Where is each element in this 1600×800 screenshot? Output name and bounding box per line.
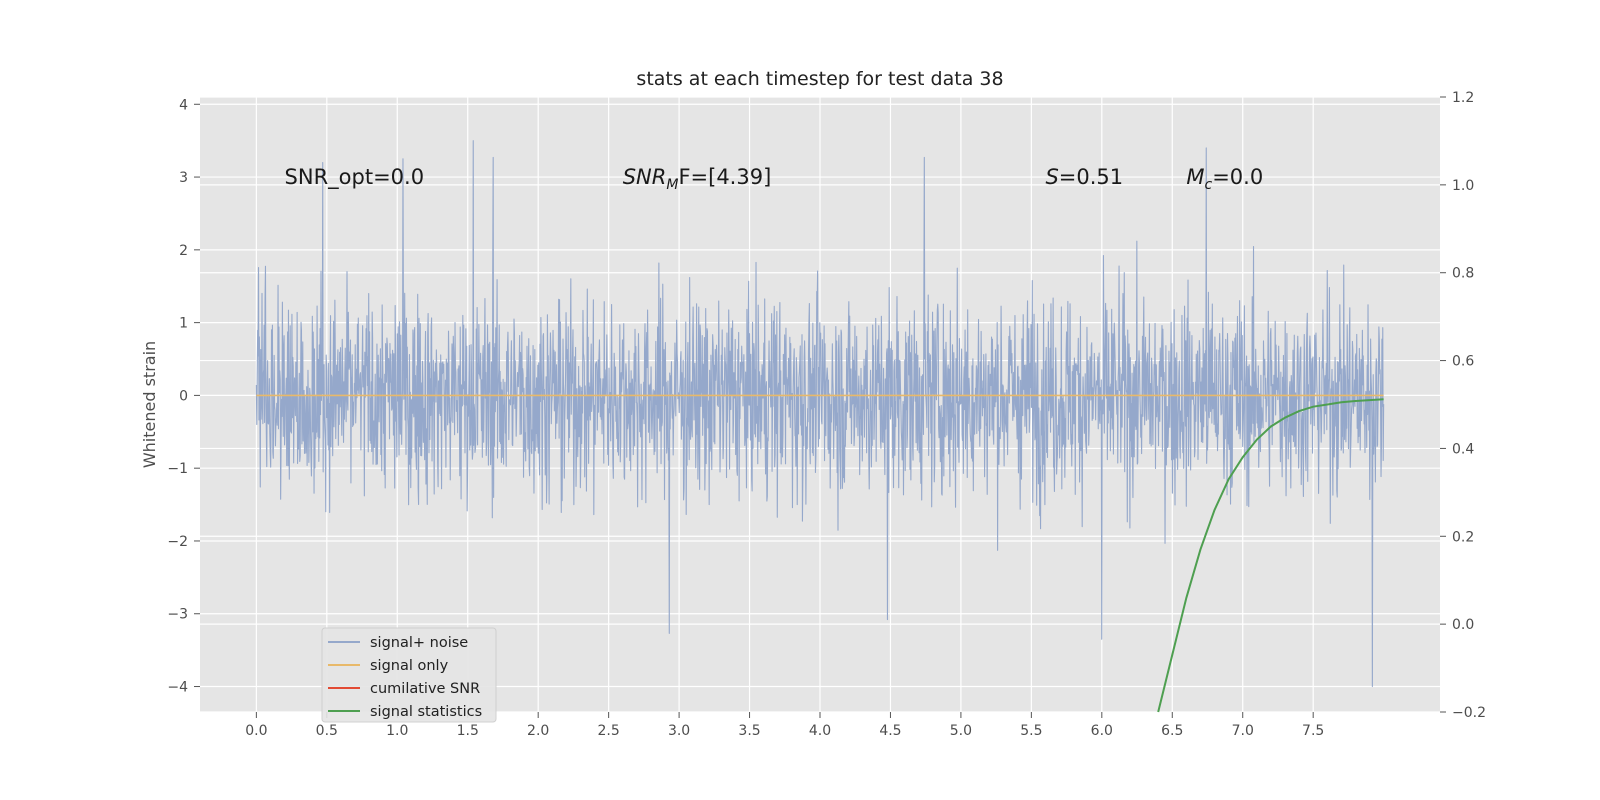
y-tick-label: 1 [179,316,188,332]
series-layer [256,394,1384,713]
annotations: SNR_opt=0.0 SNRMF=[4.39] S=0.51 Mc=0.0 [285,165,1264,193]
y-tick-label: −3 [167,607,188,623]
x-tick-label: 7.0 [1232,723,1254,739]
y2-tick-label: 0.8 [1452,266,1474,282]
x-tick-label: 3.0 [668,723,690,739]
legend-label: signal statistics [370,704,482,720]
right-axis: 1.2 1.0 0.8 0.6 0.4 0.2 0.0 −0.2 [1440,90,1486,721]
y-tick-label: 0 [179,388,188,404]
annotation-0: SNR_opt=0.0 [285,165,425,190]
y-tick-label: 2 [179,243,188,259]
x-tick-label: 7.5 [1302,723,1324,739]
x-tick-label: 2.0 [527,723,549,739]
y2-tick-label: 0.6 [1452,354,1474,370]
y2-tick-label: 0.4 [1452,441,1474,457]
annotation-3: Mc=0.0 [1186,165,1263,193]
y-tick-label: −4 [167,680,188,696]
annotation-1: SNRMF=[4.39] [623,165,772,193]
x-tick-label: 1.0 [386,723,408,739]
x-tick-label: 6.5 [1161,723,1183,739]
x-tick-label: 4.0 [809,723,831,739]
legend-label: signal only [370,658,449,674]
annotation-2: S=0.51 [1045,165,1123,189]
x-tick-label: 1.5 [457,723,479,739]
y-tick-label: 3 [179,170,188,186]
legend-box [321,627,497,723]
x-tick-label: 2.5 [598,723,620,739]
y2-tick-label: 0.0 [1452,617,1474,633]
series-line-signal-plus-noise [255,140,1385,688]
y-axis-label: Whitened strain [140,341,159,468]
legend-label: cumilative SNR [370,681,480,697]
noise-trace-layer [255,140,1385,688]
x-tick-label: 5.5 [1020,723,1042,739]
x-tick-label: 5.0 [950,723,972,739]
y2-tick-label: 1.0 [1452,178,1474,194]
legend: signal+ noise signal only cumilative SNR si… [321,627,497,723]
legend-label: signal+ noise [370,635,468,651]
chart-title: stats at each timestep for test data 38 [636,68,1003,90]
y2-tick-label: 1.2 [1452,90,1474,106]
x-axis: 0.0 0.5 1.0 1.5 2.0 2.5 3.0 3.5 4.0 4.5 5.0 5.5 6.0 6… [245,712,1324,739]
y-tick-label: −2 [167,534,188,550]
y-tick-label: −1 [167,461,188,477]
x-tick-label: 4.5 [879,723,901,739]
y-tick-label: 4 [179,97,188,113]
y2-tick-label: 0.2 [1452,529,1474,545]
x-tick-label: 3.5 [738,723,760,739]
series-line-signal-statistics [1157,398,1384,713]
x-tick-label: 6.0 [1091,723,1113,739]
x-tick-label: 0.0 [245,723,267,739]
left-axis: 4 3 2 1 0 −1 −2 −3 −4 [167,97,200,696]
y2-tick-label: −0.2 [1452,705,1486,721]
x-tick-label: 0.5 [316,723,338,739]
